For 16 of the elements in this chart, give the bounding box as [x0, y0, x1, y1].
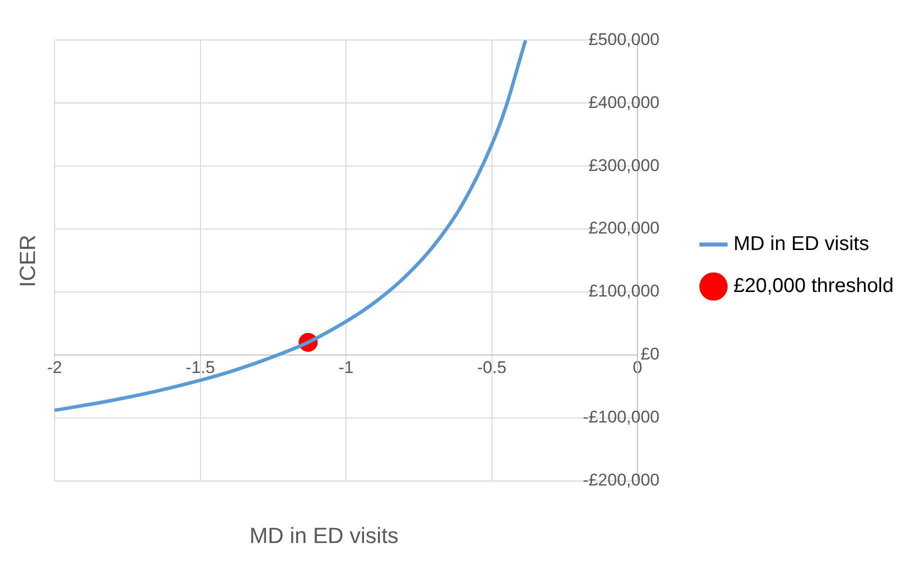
y-tick-label: -£100,000	[582, 408, 660, 427]
y-tick-label: £500,000	[588, 30, 660, 49]
y-tick-label: -£200,000	[582, 470, 660, 490]
x-tick-label: -0.5	[477, 358, 506, 377]
x-tick-label: -2	[46, 358, 62, 377]
legend-label: MD in ED visits	[734, 233, 870, 256]
legend-label: £20,000 threshold	[734, 275, 894, 298]
y-tick-label: £400,000	[588, 92, 660, 112]
y-tick-label: £0	[640, 344, 660, 364]
y-tick-label: £100,000	[588, 282, 660, 301]
y-tick-label: £300,000	[588, 156, 660, 175]
x-tick-label: -1.5	[186, 358, 215, 377]
y-tick-label: £200,000	[588, 218, 660, 238]
y-axis-title: ICER	[15, 234, 41, 290]
x-axis-title: MD in ED visits	[248, 523, 400, 549]
x-tick-label: -1	[338, 358, 354, 377]
